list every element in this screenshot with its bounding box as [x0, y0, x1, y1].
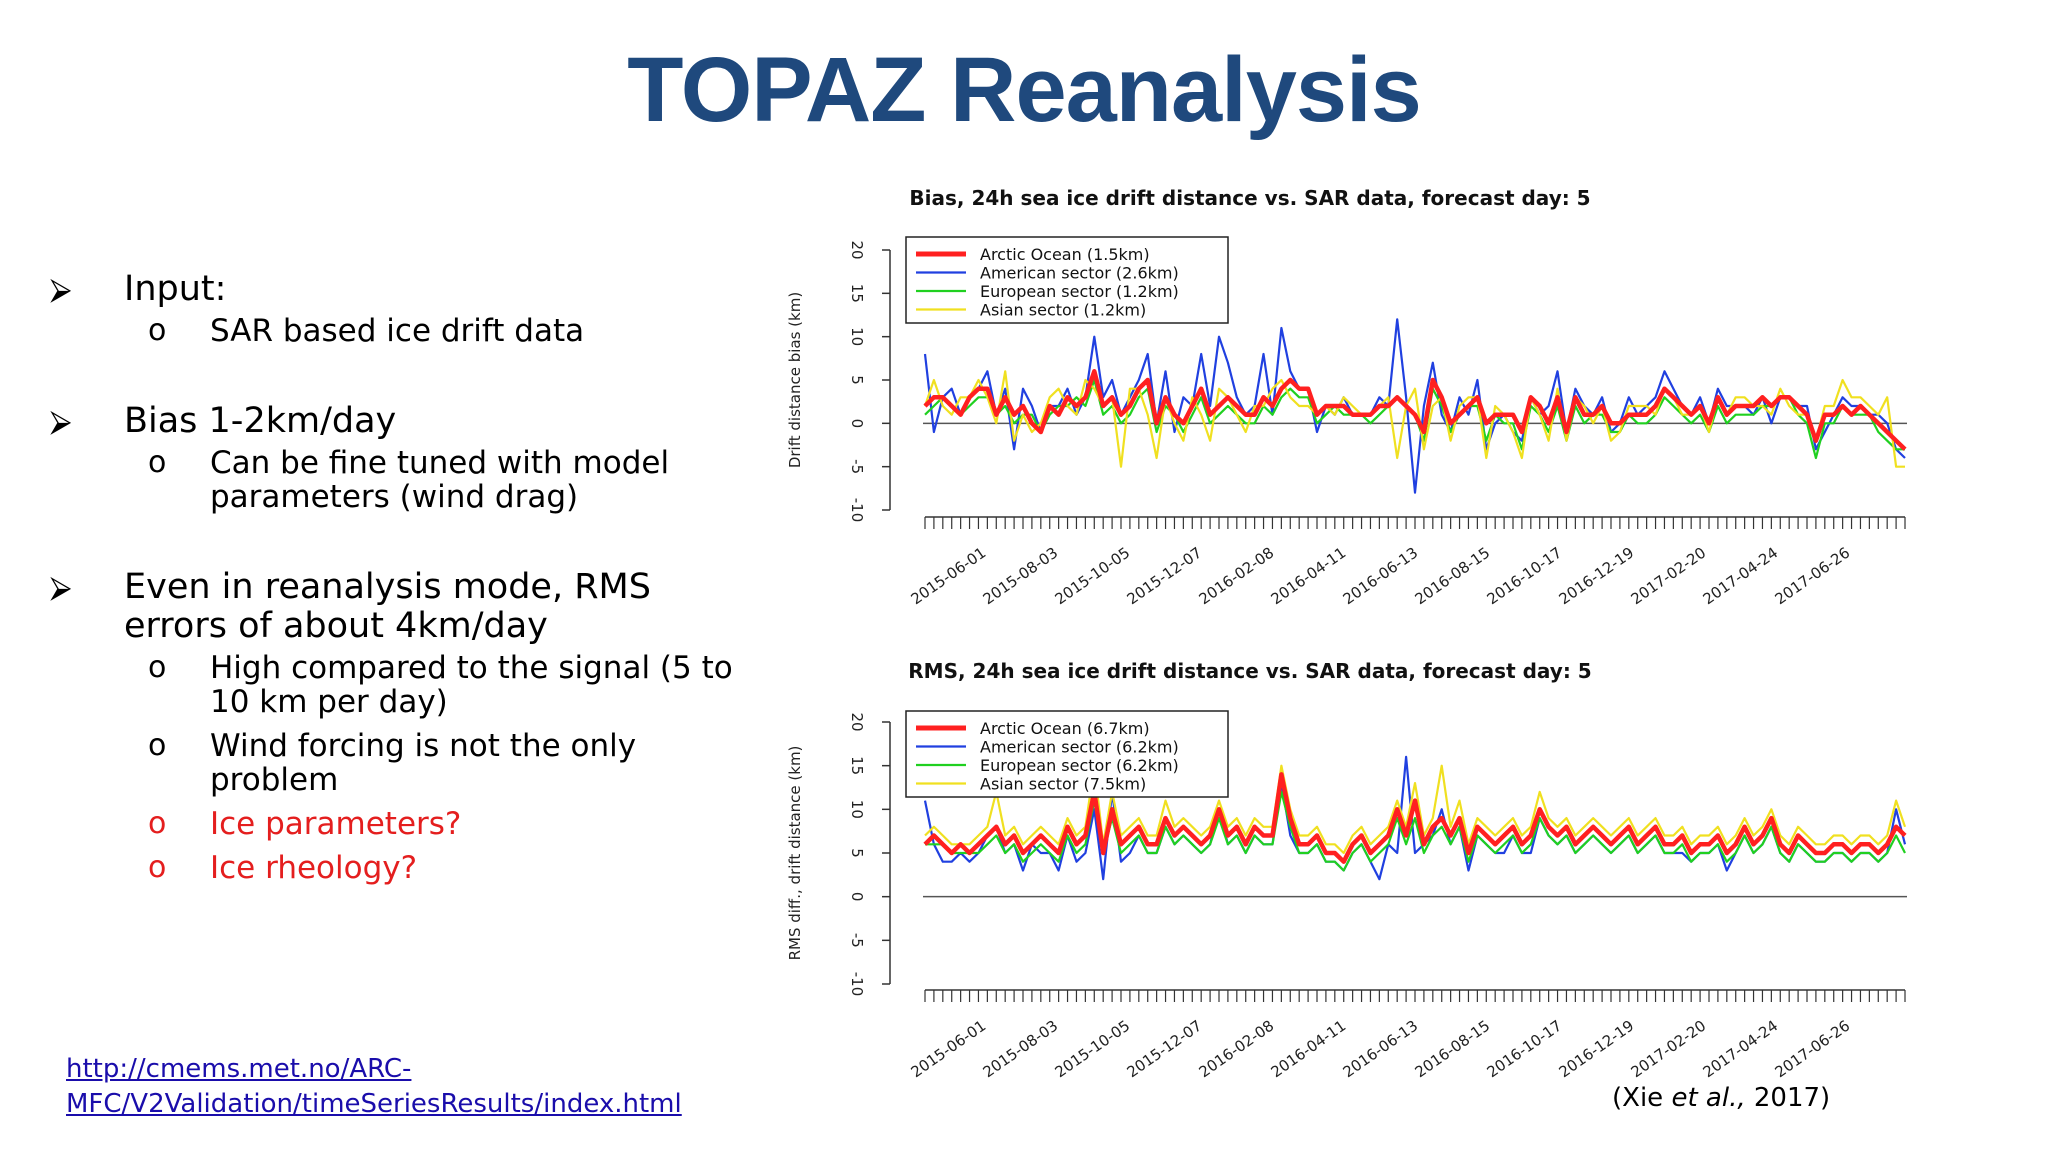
- y-tick-label: -10: [848, 498, 866, 523]
- x-tick-label: 2016-10-17: [1484, 544, 1566, 609]
- arrow-bullet-icon: ⮚: [50, 272, 72, 307]
- series-line-0: [923, 369, 1907, 451]
- chart-figure: Bias, 24h sea ice drift distance vs. SAR…: [786, 186, 1907, 1082]
- y-tick-label: 15: [848, 284, 866, 303]
- x-tick-label: 2016-12-19: [1556, 1017, 1638, 1082]
- chart-title: Bias, 24h sea ice drift distance vs. SAR…: [909, 186, 1590, 210]
- x-tick-label: 2015-06-01: [908, 544, 990, 609]
- slide-title: TOPAZ Reanalysis: [627, 39, 1422, 141]
- x-tick-label: 2015-10-05: [1052, 1017, 1134, 1082]
- circle-bullet-icon: o: [148, 650, 167, 685]
- sub-bullet-item: o High compared to the signal (5 to 10 k…: [50, 650, 750, 720]
- sub-bullet-text: SAR based ice drift data: [210, 313, 585, 349]
- sub-bullet-item: o Wind forcing is not the only problem: [50, 728, 750, 798]
- x-tick-label: 2017-02-20: [1628, 1017, 1710, 1082]
- x-tick-label: 2016-08-15: [1412, 544, 1494, 609]
- circle-bullet-icon: o: [148, 445, 167, 480]
- x-tick-label: 2016-02-08: [1196, 544, 1278, 609]
- legend-label: American sector (2.6km): [980, 264, 1179, 283]
- circle-bullet-icon: o: [148, 728, 167, 763]
- legend-label: Arctic Ocean (6.7km): [980, 719, 1150, 738]
- x-tick-label: 2015-10-05: [1052, 544, 1134, 609]
- sub-bullet-text: High compared to the signal (5 to 10 km …: [210, 650, 733, 720]
- x-tick-label: 2016-08-15: [1412, 1017, 1494, 1082]
- y-axis-label: RMS diff., drift distance (km): [786, 746, 804, 961]
- bullet-item: ⮚ Even in reanalysis mode, RMS errors of…: [50, 568, 750, 646]
- x-tick-label: 2016-06-13: [1340, 1017, 1422, 1082]
- x-tick-label: 2015-06-01: [908, 1017, 990, 1082]
- legend-label: Arctic Ocean (1.5km): [980, 245, 1150, 264]
- y-tick-label: 20: [848, 240, 866, 259]
- x-tick-label: 2017-02-20: [1628, 544, 1710, 609]
- sub-bullet-text: Ice parameters?: [210, 806, 462, 842]
- bullet-item: ⮚ Bias 1-2km/day: [50, 402, 750, 441]
- y-tick-label: 5: [848, 375, 866, 385]
- legend-label: American sector (6.2km): [980, 738, 1179, 757]
- series-line-0: [923, 772, 1907, 864]
- legend-label: Asian sector (1.2km): [980, 301, 1146, 320]
- sub-bullet-text: Ice rheology?: [210, 850, 418, 886]
- x-tick-label: 2016-04-11: [1268, 544, 1350, 609]
- bullet-text: Input:: [124, 269, 227, 309]
- citation-prefix: (Xie: [1612, 1083, 1672, 1113]
- citation: (Xie et al., 2017): [1612, 1083, 1830, 1113]
- citation-suffix: 2017): [1745, 1083, 1831, 1113]
- y-tick-label: -5: [848, 459, 866, 474]
- bullet-list: ⮚ Input: o SAR based ice drift data ⮚ Bi…: [50, 270, 750, 886]
- arrow-bullet-icon: ⮚: [50, 404, 72, 439]
- y-tick-label: 15: [848, 756, 866, 775]
- x-tick-label: 2016-10-17: [1484, 1017, 1566, 1082]
- circle-bullet-icon: o: [148, 313, 167, 348]
- sub-bullet-text: Can be fine tuned with model parameters …: [210, 445, 670, 515]
- sub-bullet-text: Wind forcing is not the only problem: [210, 728, 637, 798]
- y-tick-label: 5: [848, 848, 866, 858]
- x-tick-label: 2015-12-07: [1124, 544, 1206, 609]
- x-tick-label: 2016-06-13: [1340, 544, 1422, 609]
- y-tick-label: 10: [848, 327, 866, 346]
- citation-italic: et al.,: [1671, 1083, 1746, 1113]
- circle-bullet-icon: o: [148, 806, 167, 841]
- x-tick-label: 2016-04-11: [1268, 1017, 1350, 1082]
- sub-bullet-item: o SAR based ice drift data: [50, 313, 750, 349]
- x-tick-label: 2017-06-26: [1772, 1017, 1854, 1082]
- x-tick-label: 2017-04-24: [1700, 1017, 1782, 1082]
- x-tick-label: 2015-08-03: [980, 544, 1062, 609]
- y-tick-label: -5: [848, 933, 866, 948]
- validation-link[interactable]: http://cmems.met.no/ARC-MFC/V2Validation…: [66, 1054, 682, 1119]
- x-tick-label: 2016-02-08: [1196, 1017, 1278, 1082]
- y-axis-label: Drift distance bias (km): [786, 292, 804, 468]
- circle-bullet-icon: o: [148, 850, 167, 885]
- bullet-text: Even in reanalysis mode, RMS errors of a…: [124, 567, 651, 646]
- series-line-3: [924, 764, 1907, 855]
- bullet-text: Bias 1-2km/day: [124, 401, 397, 441]
- arrow-bullet-icon: ⮚: [50, 570, 72, 605]
- x-tick-label: 2016-12-19: [1556, 544, 1638, 609]
- x-tick-label: 2015-08-03: [980, 1017, 1062, 1082]
- sub-bullet-item: o Can be fine tuned with model parameter…: [50, 445, 750, 515]
- sub-bullet-item: o Ice rheology?: [50, 850, 750, 886]
- sub-bullet-item: o Ice parameters?: [50, 806, 750, 842]
- legend-label: European sector (6.2km): [980, 756, 1179, 775]
- x-tick-label: 2015-12-07: [1124, 1017, 1206, 1082]
- y-tick-label: -10: [848, 972, 866, 997]
- x-tick-label: 2017-04-24: [1700, 544, 1782, 609]
- legend-label: Asian sector (7.5km): [980, 775, 1146, 794]
- y-tick-label: 10: [848, 800, 866, 819]
- y-tick-label: 20: [848, 712, 866, 731]
- chart-title: RMS, 24h sea ice drift distance vs. SAR …: [908, 659, 1591, 683]
- legend-label: European sector (1.2km): [980, 282, 1179, 301]
- bullet-item: ⮚ Input:: [50, 270, 750, 309]
- x-tick-label: 2017-06-26: [1772, 544, 1854, 609]
- y-tick-label: 0: [848, 419, 866, 429]
- y-tick-label: 0: [848, 892, 866, 902]
